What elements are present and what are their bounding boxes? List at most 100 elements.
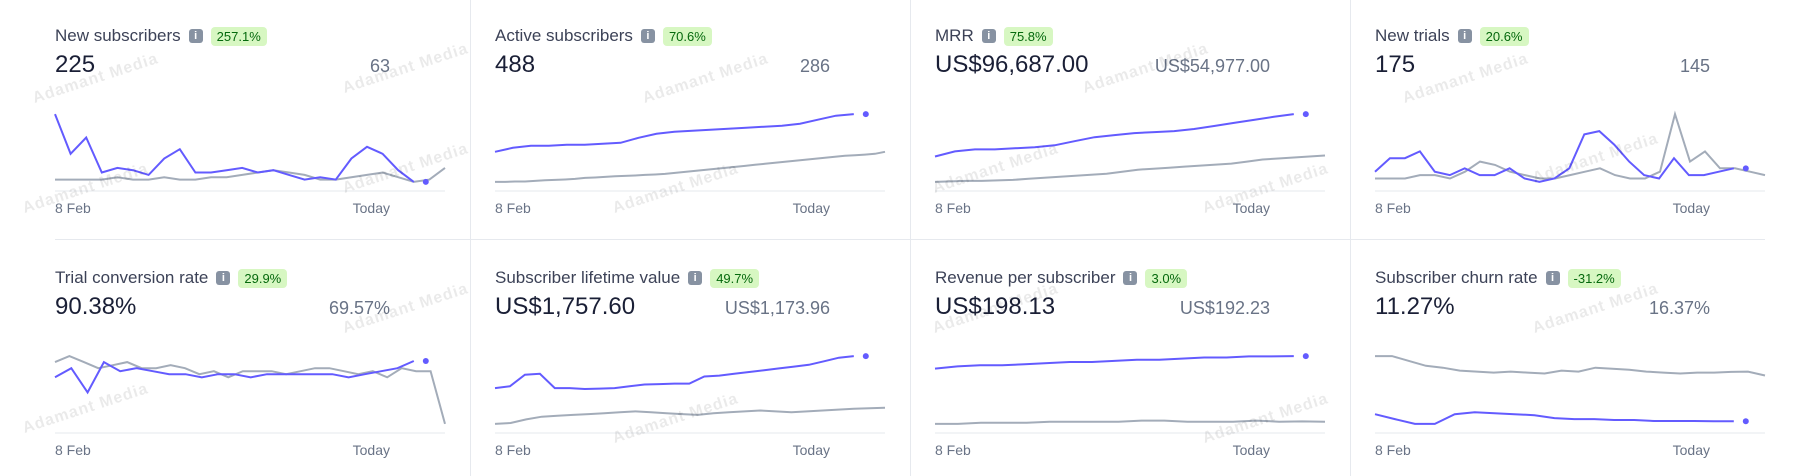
metric-value: US$198.13 [935,293,1056,320]
sparkline-chart [1374,355,1766,434]
previous-value: US$54,977.00 [1154,56,1270,76]
card-header: Revenue per subscriber i 3.0% [935,268,1188,288]
current-point-marker [1742,165,1749,172]
sparkline-chart [494,111,886,192]
change-badge: -31.2% [1567,268,1621,288]
x-axis-start-label: 8 Feb [935,200,971,216]
x-axis-start-label: 8 Feb [55,442,91,458]
metric-value: 175 [1375,51,1416,78]
metric-card[interactable]: New trials i 20.6% 175 145 8 Feb Today [1320,8,1766,218]
metric-title: Revenue per subscriber [935,268,1116,287]
metric-value: 225 [55,51,96,78]
x-axis-end-label: Today [352,200,390,216]
info-icon[interactable]: i [1457,29,1472,43]
metric-title: Active subscribers [495,26,633,45]
previous-value: 63 [369,56,390,76]
previous-period-line [935,419,1326,425]
metric-title: New trials [1375,26,1450,45]
column-divider [470,0,471,476]
sparkline-chart [934,353,1326,434]
metric-value: 488 [495,51,536,78]
sparkline-chart [934,111,1326,192]
metric-card[interactable]: Active subscribers i 70.6% 488 286 8 Feb Today [440,8,886,218]
metric-value: 11.27% [1375,293,1455,320]
change-badge: 3.0% [1145,268,1188,288]
previous-value: 286 [799,56,830,76]
x-axis-start-label: 8 Feb [1375,442,1411,458]
x-axis-start-label: 8 Feb [55,200,91,216]
card-header: Subscriber lifetime value i 49.7% [495,268,760,288]
previous-period-line [54,355,446,425]
previous-period-line [495,150,886,183]
x-axis-end-label: Today [352,442,390,458]
previous-value: 145 [1679,56,1710,76]
card-header: Subscriber churn rate i -31.2% [1375,268,1621,288]
x-axis-start-label: 8 Feb [935,442,971,458]
metric-card[interactable]: Subscriber churn rate i -31.2% 11.27% 16.37%… [1320,250,1766,460]
info-icon[interactable]: i [1123,271,1138,285]
current-period-line [1374,411,1734,425]
metric-card[interactable]: New subscribers i 257.1% 225 63 8 Feb Today [0,8,446,218]
current-period-line [54,113,415,183]
current-period-line [54,360,415,395]
current-period-line [494,113,854,153]
x-axis-end-label: Today [792,200,830,216]
sparkline-chart [54,355,446,434]
sparkline-chart [494,353,886,434]
previous-period-line [1375,355,1766,377]
change-badge: 29.9% [238,268,288,288]
column-divider [1350,0,1351,476]
current-point-marker [862,353,869,360]
x-axis-start-label: 8 Feb [495,200,531,216]
info-icon[interactable]: i [640,29,655,43]
change-badge: 20.6% [1479,26,1529,46]
x-axis-end-label: Today [1672,200,1710,216]
card-header: New subscribers i 257.1% [55,26,267,46]
current-period-line [934,113,1294,158]
info-icon[interactable]: i [216,271,231,285]
current-point-marker [1302,111,1309,118]
previous-period-line [934,154,1326,183]
metric-value: 90.38% [55,293,137,320]
metric-card[interactable]: Revenue per subscriber i 3.0% US$198.13 US$1… [880,250,1326,460]
info-icon[interactable]: i [688,271,703,285]
previous-period-line [494,406,886,425]
info-icon[interactable]: i [981,29,996,43]
current-point-marker [1742,418,1749,425]
change-badge: 70.6% [662,26,712,46]
column-divider [910,0,911,476]
x-axis-start-label: 8 Feb [1375,200,1411,216]
previous-value: 69.57% [328,298,390,318]
previous-value: US$1,173.96 [724,298,830,318]
current-period-line [1374,130,1735,183]
metric-value: US$96,687.00 [935,51,1089,78]
sparkline-chart [1374,110,1766,192]
current-period-line [934,355,1294,370]
x-axis-end-label: Today [1672,442,1710,458]
metric-title: MRR [935,26,974,45]
current-point-marker [422,357,429,364]
previous-period-line [55,167,446,183]
info-icon[interactable]: i [1545,271,1560,285]
card-header: MRR i 75.8% [935,26,1053,46]
metric-value: US$1,757.60 [495,293,636,320]
previous-period-line [1375,110,1766,180]
metric-title: New subscribers [55,26,181,45]
sparkline-chart [54,113,446,192]
metric-title: Subscriber lifetime value [495,268,681,287]
card-header: Trial conversion rate i 29.9% [55,268,288,288]
x-axis-start-label: 8 Feb [495,442,531,458]
row-divider [55,239,1765,240]
metric-card[interactable]: MRR i 75.8% US$96,687.00 US$54,977.00 8 Feb To… [880,8,1326,218]
metric-card[interactable]: Trial conversion rate i 29.9% 90.38% 69.57% 8… [0,250,446,460]
metric-card[interactable]: Subscriber lifetime value i 49.7% US$1,757.… [440,250,886,460]
x-axis-end-label: Today [1232,200,1270,216]
previous-value: 16.37% [1648,298,1710,318]
metric-title: Subscriber churn rate [1375,268,1538,287]
card-header: New trials i 20.6% [1375,26,1529,46]
card-header: Active subscribers i 70.6% [495,26,712,46]
current-point-marker [1302,353,1309,360]
current-point-marker [862,111,869,118]
info-icon[interactable]: i [188,29,203,43]
